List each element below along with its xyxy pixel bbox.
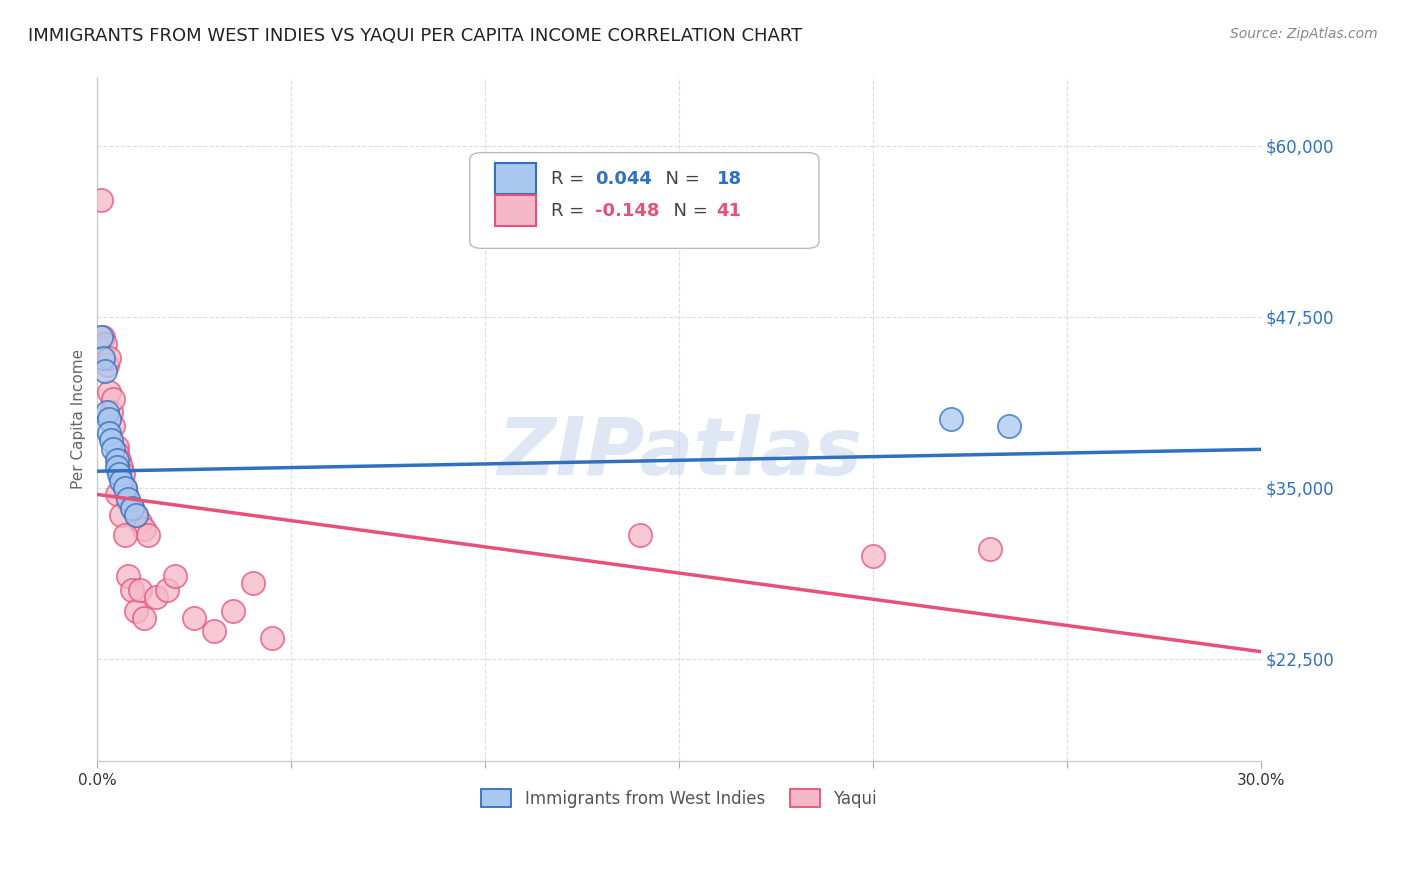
Point — [91, 330, 114, 344]
Legend: Immigrants from West Indies, Yaqui: Immigrants from West Indies, Yaqui — [475, 783, 884, 814]
Point — [125, 508, 148, 522]
Point — [101, 442, 124, 457]
Point — [100, 405, 122, 419]
Point — [98, 384, 121, 399]
Point — [110, 474, 132, 488]
Point — [129, 515, 152, 529]
Text: N =: N = — [654, 169, 706, 187]
Point — [630, 528, 652, 542]
Point — [100, 433, 122, 447]
Point — [107, 467, 129, 481]
Point — [145, 590, 167, 604]
Point — [132, 610, 155, 624]
Point — [110, 460, 132, 475]
Point — [202, 624, 225, 639]
Point — [101, 419, 124, 434]
FancyBboxPatch shape — [495, 163, 536, 194]
Point — [101, 392, 124, 406]
Point — [121, 583, 143, 598]
Point — [117, 494, 139, 508]
Point — [862, 549, 884, 563]
Point — [136, 528, 159, 542]
Point — [242, 576, 264, 591]
FancyBboxPatch shape — [495, 195, 536, 227]
Point — [98, 425, 121, 440]
Point — [105, 453, 128, 467]
Text: 41: 41 — [717, 202, 741, 219]
Point — [98, 351, 121, 365]
Point — [156, 583, 179, 598]
Point — [939, 412, 962, 426]
Point — [105, 487, 128, 501]
Point — [260, 631, 283, 645]
Text: R =: R = — [551, 169, 591, 187]
FancyBboxPatch shape — [470, 153, 818, 248]
Point — [98, 412, 121, 426]
Point — [114, 481, 136, 495]
Point — [125, 508, 148, 522]
Text: 0.044: 0.044 — [596, 169, 652, 187]
Y-axis label: Per Capita Income: Per Capita Income — [72, 349, 86, 490]
Point — [132, 522, 155, 536]
Point — [183, 610, 205, 624]
Point — [117, 491, 139, 506]
Point — [105, 440, 128, 454]
Point — [94, 364, 117, 378]
Point — [111, 467, 134, 481]
Point — [105, 460, 128, 475]
Text: -0.148: -0.148 — [596, 202, 659, 219]
Point — [94, 337, 117, 351]
Point — [222, 604, 245, 618]
Text: 18: 18 — [717, 169, 741, 187]
Text: Source: ZipAtlas.com: Source: ZipAtlas.com — [1230, 27, 1378, 41]
Point — [979, 542, 1001, 557]
Point — [90, 330, 112, 344]
Point — [105, 446, 128, 460]
Point — [163, 569, 186, 583]
Point — [114, 528, 136, 542]
Point — [91, 351, 114, 365]
Text: N =: N = — [662, 202, 713, 219]
Text: R =: R = — [551, 202, 591, 219]
Text: IMMIGRANTS FROM WEST INDIES VS YAQUI PER CAPITA INCOME CORRELATION CHART: IMMIGRANTS FROM WEST INDIES VS YAQUI PER… — [28, 27, 803, 45]
Text: ZIPatlas: ZIPatlas — [496, 415, 862, 492]
Point — [90, 194, 112, 208]
Point — [107, 453, 129, 467]
Point — [121, 501, 143, 516]
Point — [129, 583, 152, 598]
Point — [117, 569, 139, 583]
Point — [115, 487, 138, 501]
Point — [110, 508, 132, 522]
Point — [96, 405, 118, 419]
Point — [125, 604, 148, 618]
Point — [998, 419, 1021, 434]
Point — [114, 481, 136, 495]
Point — [121, 501, 143, 516]
Point — [96, 358, 118, 372]
